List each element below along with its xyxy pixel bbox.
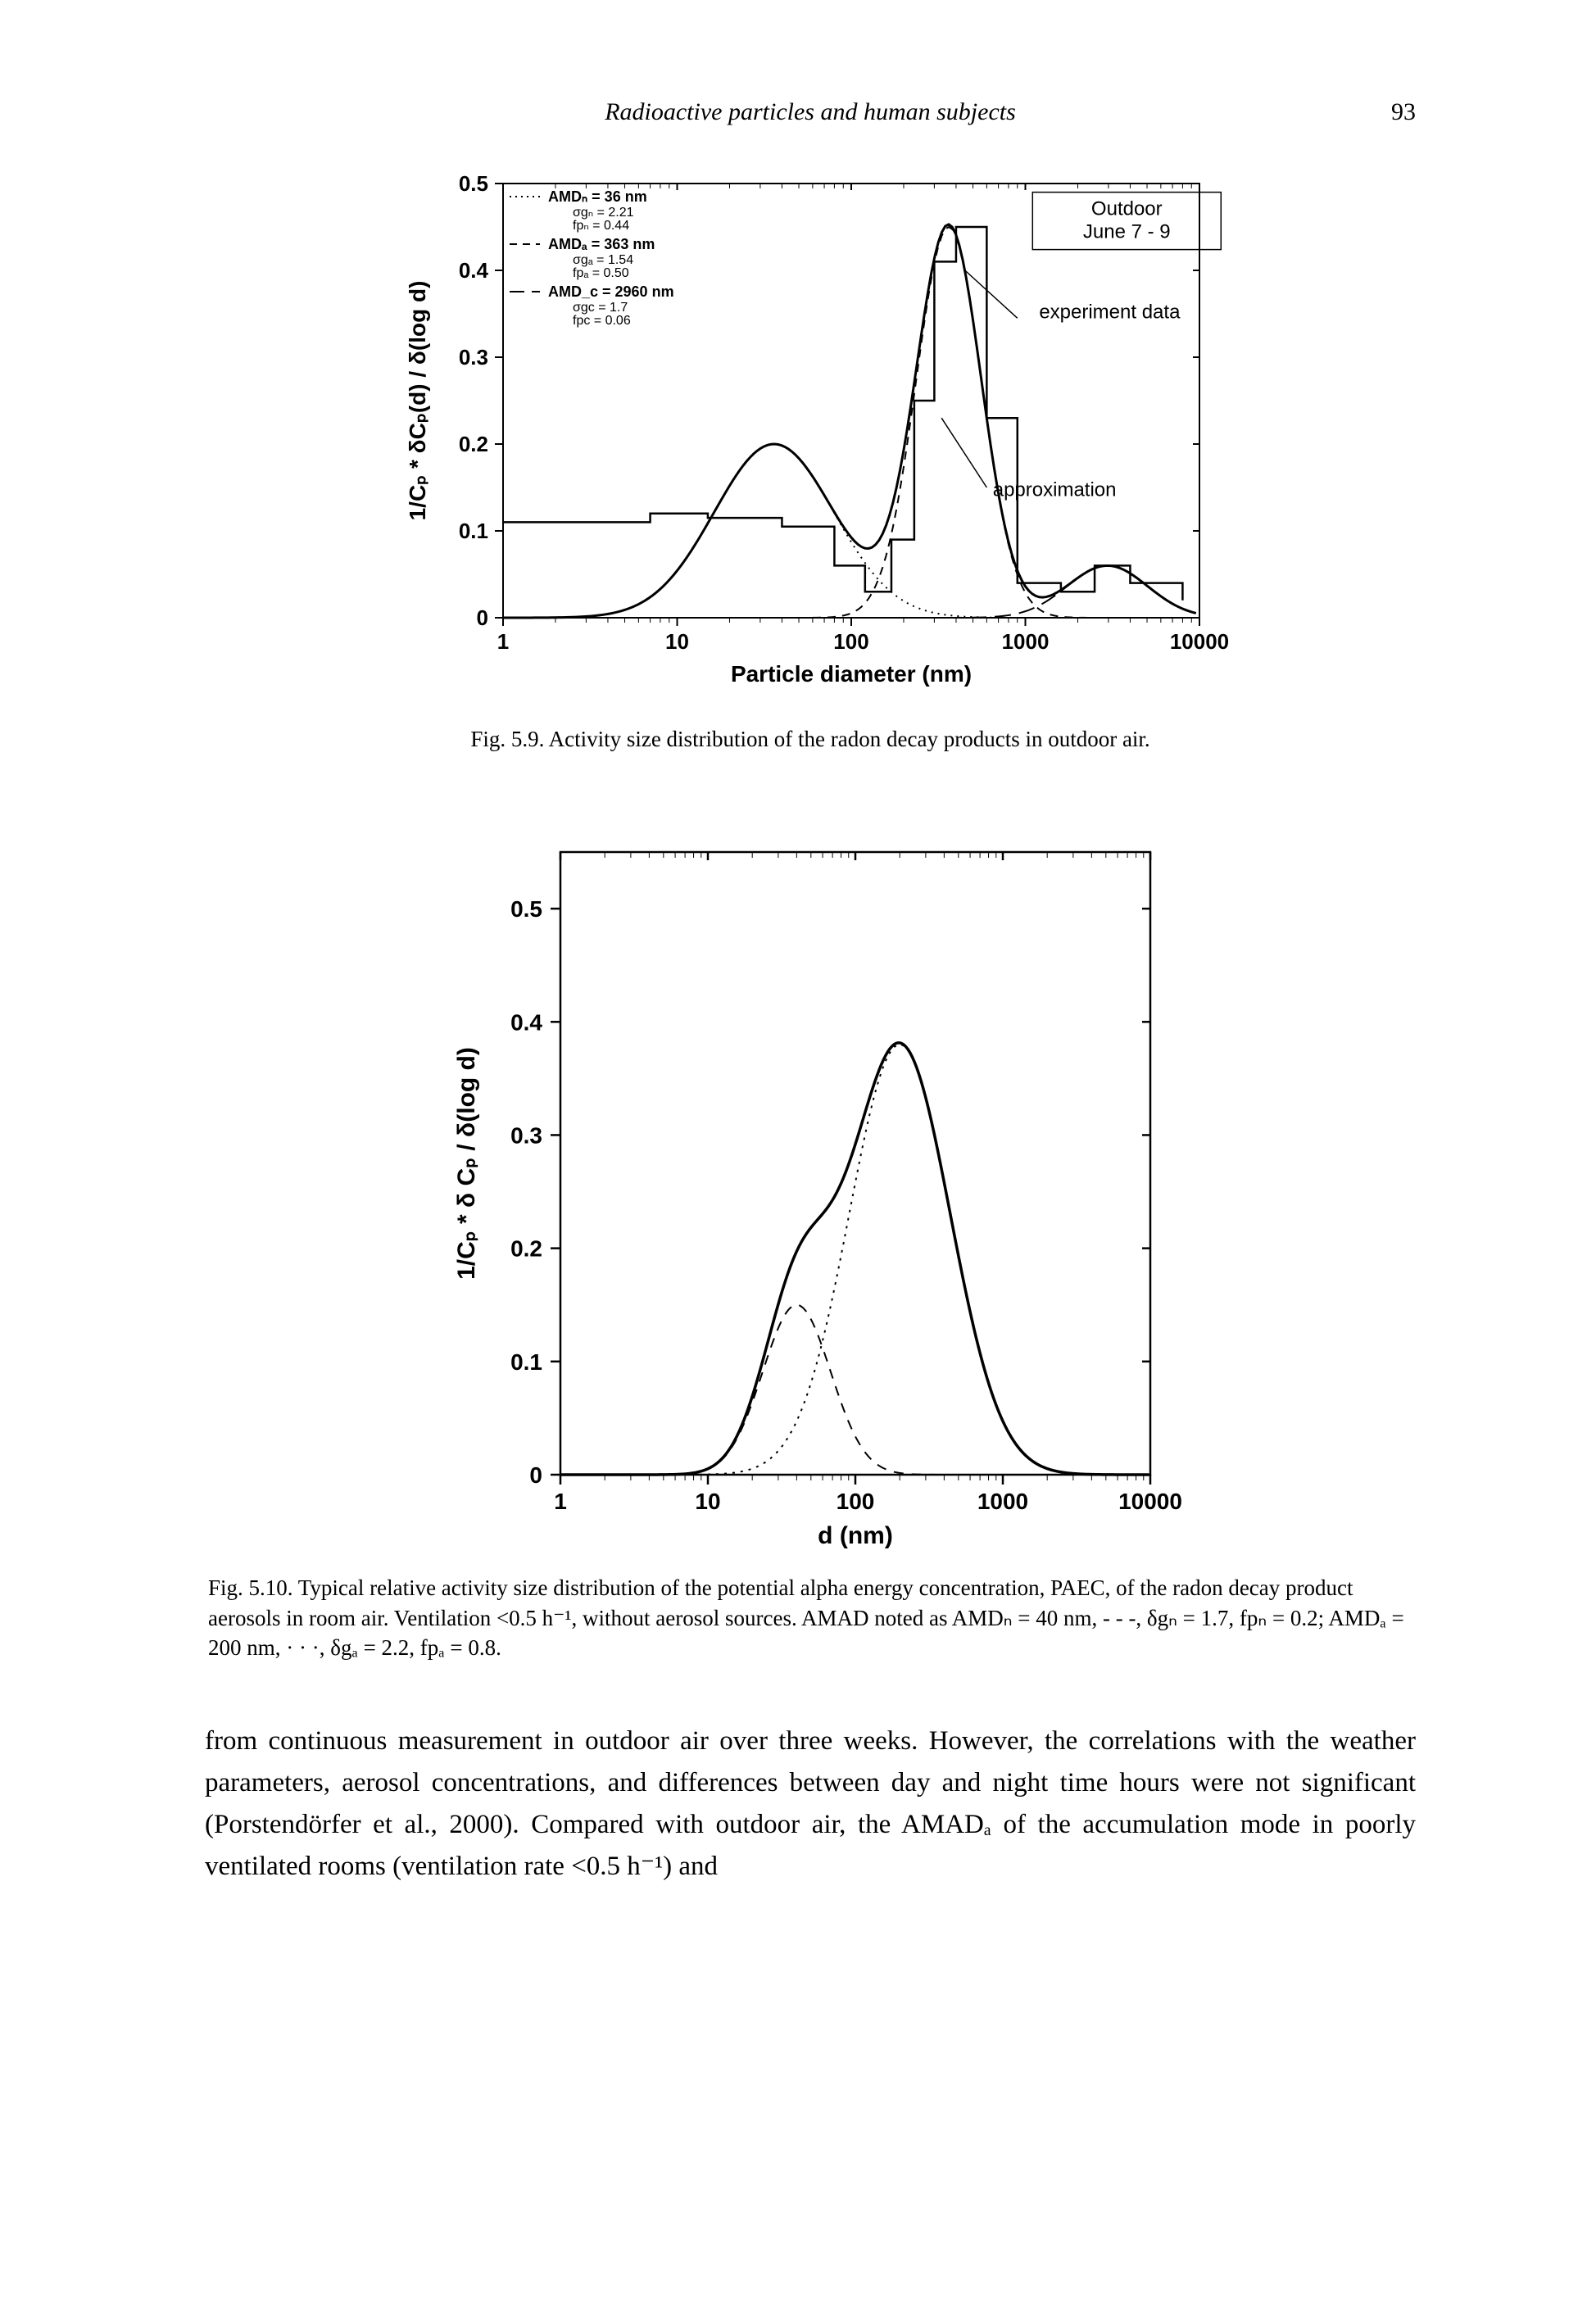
figure-5-10: 1 10 100 1000 10000 0 0.1 0.2 0.3 0.4 0.5 d (nm) 1/C…	[205, 827, 1416, 1662]
svg-text:0.1: 0.1	[510, 1349, 542, 1375]
svg-text:Outdoor: Outdoor	[1091, 198, 1163, 220]
svg-text:AMDₙ = 36 nm: AMDₙ = 36 nm	[548, 188, 647, 205]
svg-text:σgₐ = 1.54: σgₐ = 1.54	[573, 253, 633, 267]
body-paragraph: from continuous measurement in outdoor a…	[205, 1720, 1416, 1888]
fig-5-10-caption: Fig. 5.10. Typical relative activity siz…	[208, 1573, 1412, 1662]
svg-text:June 7 - 9: June 7 - 9	[1083, 221, 1171, 243]
svg-text:1/Cₚ * δCₚ(d) / δ(log d): 1/Cₚ * δCₚ(d) / δ(log d)	[405, 281, 430, 521]
svg-text:fpₙ = 0.44: fpₙ = 0.44	[573, 219, 629, 233]
svg-text:d (nm): d (nm)	[818, 1522, 893, 1548]
svg-text:0.2: 0.2	[459, 432, 488, 456]
svg-text:0: 0	[477, 605, 488, 630]
svg-text:100: 100	[833, 629, 868, 654]
svg-text:1: 1	[497, 629, 509, 654]
svg-text:0.5: 0.5	[459, 171, 488, 196]
svg-text:1: 1	[554, 1489, 567, 1514]
svg-text:σgc = 1.7: σgc = 1.7	[573, 301, 628, 315]
svg-text:σgₙ = 2.21: σgₙ = 2.21	[573, 206, 634, 220]
svg-text:experiment data: experiment data	[1039, 301, 1181, 323]
svg-text:100: 100	[837, 1489, 875, 1514]
svg-text:fpₐ = 0.50: fpₐ = 0.50	[573, 266, 629, 280]
svg-text:0.5: 0.5	[510, 897, 542, 923]
svg-text:0.3: 0.3	[510, 1123, 542, 1149]
svg-text:0.4: 0.4	[459, 258, 489, 283]
svg-text:10000: 10000	[1118, 1489, 1182, 1514]
svg-text:AMD_c = 2960 nm: AMD_c = 2960 nm	[548, 283, 674, 300]
svg-text:1000: 1000	[977, 1489, 1028, 1514]
svg-text:10000: 10000	[1170, 629, 1229, 654]
figure-5-9: 1 10 100 1000 10000 0 0.1 0.2 0.3 0.4 0.5 Particle …	[205, 159, 1416, 754]
svg-text:0: 0	[529, 1462, 542, 1488]
svg-text:0.1: 0.1	[459, 519, 488, 543]
fig-5-10-chart: 1 10 100 1000 10000 0 0.1 0.2 0.3 0.4 0.5 d (nm) 1/C…	[429, 827, 1191, 1548]
page-number: 93	[1391, 98, 1416, 126]
svg-text:fpc = 0.06: fpc = 0.06	[573, 314, 631, 328]
svg-text:0.2: 0.2	[510, 1236, 542, 1262]
svg-text:1000: 1000	[1002, 629, 1050, 654]
svg-text:0.3: 0.3	[459, 345, 488, 369]
running-head-text: Radioactive particles and human subjects	[605, 98, 1016, 125]
svg-text:0.4: 0.4	[510, 1010, 542, 1036]
fig-5-9-caption: Fig. 5.9. Activity size distribution of …	[380, 724, 1240, 754]
fig-5-9-chart: 1 10 100 1000 10000 0 0.1 0.2 0.3 0.4 0.5 Particle …	[380, 159, 1240, 700]
svg-text:10: 10	[695, 1489, 720, 1514]
svg-text:approximation: approximation	[993, 479, 1117, 501]
svg-text:1/Cₚ * δ Cₚ / δ(log d): 1/Cₚ * δ Cₚ / δ(log d)	[453, 1048, 480, 1281]
svg-text:10: 10	[665, 629, 689, 654]
svg-text:AMDₐ = 363 nm: AMDₐ = 363 nm	[548, 236, 655, 252]
svg-text:Particle diameter (nm): Particle diameter (nm)	[731, 661, 972, 687]
